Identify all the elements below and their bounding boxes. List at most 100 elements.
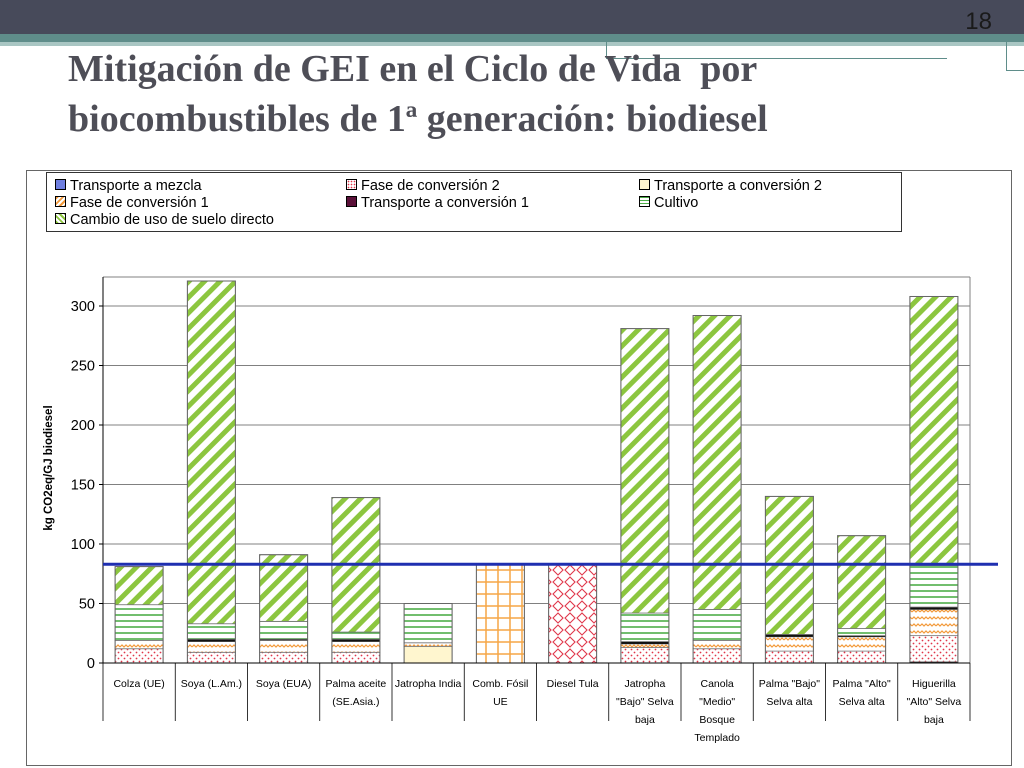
legend-swatch-blue-icon (55, 179, 66, 190)
y-tick-label: 250 (71, 359, 95, 375)
legend-item-cambio-uso-suelo: Cambio de uso de suelo directo (55, 212, 274, 229)
x-tick-label: UE (493, 696, 508, 708)
y-tick-label: 50 (79, 597, 95, 613)
x-tick-label: "Alto" Selva (907, 696, 962, 708)
slide-title-line-1: Mitigación de GEI en el Ciclo de Vida po… (68, 48, 758, 90)
bar-segment-zigzag-orange (837, 636, 887, 652)
x-tick-label: Jatropha (624, 678, 665, 690)
bar-segment-zigzag-orange (692, 639, 742, 650)
bar-segment-solid-dark (620, 641, 669, 644)
slide-title: Mitigación de GEI en el Ciclo de Vida po… (68, 44, 968, 144)
top-bar (0, 0, 1024, 34)
x-tick-label: Diesel Tula (547, 678, 599, 690)
bar-segment-diamond-red (548, 563, 598, 664)
x-tick-label: Templado (694, 732, 740, 744)
x-tick-label: Selva alta (766, 696, 812, 708)
x-tick-label: Soya (EUA) (256, 678, 311, 690)
legend-item-transporte-mezcla: Transporte a mezcla (55, 178, 202, 195)
bar-segment-diag-green (186, 280, 236, 625)
x-tick-label: Comb. Fósil (472, 678, 528, 690)
y-tick-label: 150 (71, 478, 95, 494)
bar-segment-zigzag-orange (114, 639, 164, 650)
bar-segment-hlines-green (909, 565, 959, 608)
x-tick-label: Higuerilla (912, 678, 956, 690)
bar-segment-solid-dark (909, 607, 958, 610)
y-tick-label: 200 (71, 418, 95, 434)
y-tick-label: 300 (71, 299, 95, 315)
bar-segment-diag-green (909, 296, 959, 566)
legend-label: Fase de conversión 1 (70, 195, 209, 211)
legend-item-transporte-conversion-2: Transporte a conversión 2 (639, 178, 822, 195)
chart-frame (26, 170, 1012, 766)
bar-segment-grid-orange (475, 563, 525, 664)
bar-segment-dots-red (114, 648, 164, 664)
bar-segment-solid-dark (331, 639, 380, 642)
x-tick-label: (SE.Asia.) (332, 696, 379, 708)
accent-stripe-light (0, 42, 1024, 46)
x-tick-label: Palma "Bajo" (759, 678, 820, 690)
decorative-frame-right (1006, 40, 1024, 71)
bar-segment-solid-cream (403, 645, 453, 664)
bar-segment-zigzag-orange (331, 641, 381, 653)
legend-swatch-cream-icon (639, 179, 650, 190)
bar-segment-hlines-green (403, 603, 453, 644)
x-tick-label: Jatropha India (395, 678, 462, 690)
x-tick-label: Soya (L.Am.) (181, 678, 242, 690)
bar-segment-solid-dark (837, 635, 886, 637)
legend-label: Transporte a mezcla (70, 178, 202, 194)
bar-segment-dots-red (692, 648, 742, 664)
y-axis-title: kg CO2eq/GJ biodiesel (43, 405, 55, 530)
legend-swatch-hlines-icon (639, 196, 650, 207)
y-tick-label: 100 (71, 537, 95, 553)
bar-segment-zigzag-orange (403, 642, 453, 647)
plot-axes: 0 50 100 150 200 250 300 Colza (UE) Soya (L.Am.)… (71, 277, 998, 744)
accent-stripe (0, 34, 1024, 42)
chart-legend: Transporte a mezcla Fase de conversión 2… (46, 172, 902, 232)
legend-item-fase-conversion-2: Fase de conversión 2 (346, 178, 500, 195)
bar-segment-dots-red (909, 635, 959, 663)
x-tick-label: Selva alta (839, 696, 885, 708)
bar-segment-hlines-green (186, 623, 236, 640)
legend-label: Cultivo (654, 195, 699, 211)
bar-segment-dots-red (259, 651, 309, 664)
bar-segment-dots-red (620, 647, 670, 664)
bar-segment-hlines-green (114, 604, 164, 641)
bar-segment-solid-dark (909, 661, 958, 663)
legend-item-transporte-conversion-1: Transporte a conversión 1 (346, 195, 529, 212)
bar-segment-zigzag-orange (764, 636, 814, 652)
bar-segment-dots-red (764, 650, 814, 664)
decorative-frame-left (606, 40, 947, 59)
x-tick-label: baja (635, 714, 655, 726)
bar-segment-hlines-green (692, 609, 742, 641)
x-tick-label: Bosque (699, 714, 735, 726)
x-tick-label: Canola (700, 678, 733, 690)
bar-segment-diag-green (114, 566, 164, 606)
x-tick-label: Palma aceite (326, 678, 387, 690)
plot-bars (114, 280, 959, 664)
bar-segment-zigzag-orange (909, 609, 959, 637)
bar-segment-dots-red (186, 651, 236, 664)
legend-item-fase-conversion-1: Fase de conversión 1 (55, 195, 209, 212)
x-tick-label: "Medio" (699, 696, 735, 708)
legend-label: Transporte a conversión 2 (654, 178, 822, 194)
bar-segment-zigzag-orange (186, 641, 236, 653)
bar-segment-solid-dark (259, 639, 308, 641)
legend-label: Fase de conversión 2 (361, 178, 500, 194)
bar-segment-dots-red (331, 651, 381, 664)
x-tick-label: Palma "Alto" (833, 678, 891, 690)
bar-segment-diag-green (692, 315, 742, 610)
legend-label: Cambio de uso de suelo directo (70, 212, 274, 228)
bar-segment-diag-green (620, 328, 670, 614)
bar-segment-solid-dark (187, 639, 236, 642)
bar-segment-zigzag-orange (259, 639, 309, 653)
bar-segment-hlines-green (259, 620, 309, 640)
bar-segment-solid-dark (765, 634, 814, 637)
legend-item-cultivo: Cultivo (639, 195, 698, 212)
bar-segment-hlines-green (331, 631, 381, 640)
legend-label: Transporte a conversión 1 (361, 195, 529, 211)
legend-swatch-dark-icon (346, 196, 357, 207)
y-tick-label: 0 (87, 656, 95, 672)
legend-swatch-dots-icon (346, 179, 357, 190)
bar-segment-hlines-green (620, 612, 670, 642)
